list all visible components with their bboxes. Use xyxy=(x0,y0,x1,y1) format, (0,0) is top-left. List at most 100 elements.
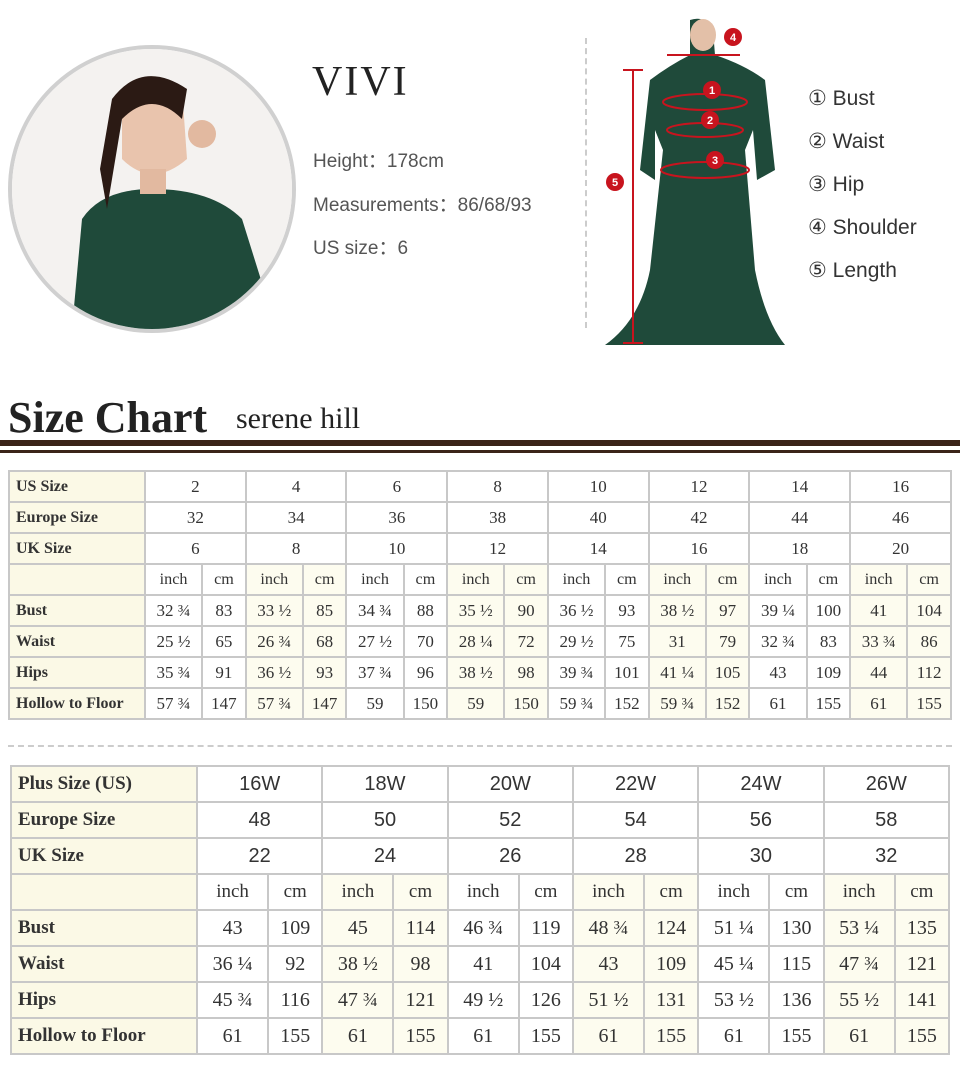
unit-cm: cm xyxy=(402,563,449,596)
measure-cell: 61 xyxy=(748,687,808,720)
row-label: Hollow to Floor xyxy=(8,687,146,720)
unit-cm: cm xyxy=(906,563,952,596)
measure-cell: 46 ¾ xyxy=(446,909,520,947)
measure-cell: 59 xyxy=(345,687,405,720)
size-cell: 38 xyxy=(446,501,549,534)
size-cell: 10 xyxy=(546,470,650,503)
unit-cm: cm xyxy=(301,563,348,596)
measure-cell: 86 xyxy=(906,625,952,658)
legend-shoulder: ④ Shoulder xyxy=(808,216,917,239)
measure-cell: 59 xyxy=(446,687,506,720)
size-cell: 6 xyxy=(345,470,449,503)
size-cell: 4 xyxy=(244,470,348,503)
measure-cell: 47 ¾ xyxy=(822,945,896,983)
size-cell: 52 xyxy=(446,801,574,839)
unit-cm: cm xyxy=(643,873,700,911)
measure-cell: 150 xyxy=(402,687,449,720)
measure-cell: 49 ½ xyxy=(446,981,520,1019)
measure-cell: 91 xyxy=(201,656,247,689)
size-cell: 56 xyxy=(697,801,825,839)
measure-cell: 29 ½ xyxy=(546,625,607,658)
measure-cell: 43 xyxy=(571,945,646,983)
measure-cell: 155 xyxy=(517,1017,574,1055)
unit-inch: inch xyxy=(446,873,520,911)
measure-cell: 37 ¾ xyxy=(345,656,405,689)
measure-cell: 61 xyxy=(822,1017,896,1055)
unit-row: inch cm inch cm inch cm inch cm inch cm inch cm inch… xyxy=(8,563,952,596)
measure-cell: 93 xyxy=(604,594,650,627)
row-label: Hips xyxy=(8,656,146,689)
measure-cell: 97 xyxy=(704,594,751,627)
measure-cell: 32 ¾ xyxy=(748,625,808,658)
marker-3 xyxy=(706,151,724,169)
unit-inch: inch xyxy=(822,873,896,911)
measure-cell: 44 xyxy=(849,656,909,689)
unit-cm: cm xyxy=(805,563,852,596)
measure-cell: 61 xyxy=(697,1017,771,1055)
unit-inch: inch xyxy=(748,563,808,596)
unit-cm: cm xyxy=(704,563,751,596)
unit-inch: inch xyxy=(647,563,707,596)
unit-inch: inch xyxy=(571,873,646,911)
measure-cell: 51 ¼ xyxy=(697,909,771,947)
measure-cell: 68 xyxy=(301,625,348,658)
unit-cm: cm xyxy=(503,563,549,596)
measure-cell: 41 xyxy=(446,945,520,983)
marker-label: 4 xyxy=(730,32,737,44)
row-label: Plus Size (US) xyxy=(10,765,198,803)
unit-inch: inch xyxy=(195,873,270,911)
unit-inch: inch xyxy=(345,563,405,596)
size-cell: 12 xyxy=(647,470,751,503)
measure-row: Bust 32 ¾ 83 33 ½ 85 34 ¾ 88 35 ½ 90 36 ½ 93 38 ½ 97… xyxy=(8,594,952,627)
measure-cell: 61 xyxy=(571,1017,646,1055)
measure-cell: 45 ¼ xyxy=(697,945,771,983)
measure-cell: 79 xyxy=(704,625,751,658)
size-cell: 34 xyxy=(244,501,348,534)
marker-5 xyxy=(606,173,624,191)
row-label: Bust xyxy=(10,909,198,947)
legend-hip: ③ Hip xyxy=(808,173,865,196)
unit-cm: cm xyxy=(392,873,449,911)
measure-cell: 61 xyxy=(195,1017,270,1055)
header-rule xyxy=(0,440,960,446)
measure-cell: 104 xyxy=(517,945,574,983)
size-row: Europe Size 32 34 36 38 40 42 44 46 xyxy=(8,501,952,534)
measure-cell: 61 xyxy=(321,1017,395,1055)
measure-cell: 55 ½ xyxy=(822,981,896,1019)
size-cell: 6 xyxy=(144,532,247,565)
section-divider xyxy=(8,745,952,747)
size-cell: 12 xyxy=(446,532,549,565)
measure-cell: 92 xyxy=(267,945,324,983)
measure-cell: 98 xyxy=(392,945,449,983)
measure-cell: 38 ½ xyxy=(446,656,506,689)
measure-cell: 119 xyxy=(517,909,574,947)
measure-cell: 38 ½ xyxy=(647,594,707,627)
size-cell: 28 xyxy=(571,837,700,875)
measure-cell: 93 xyxy=(301,656,348,689)
measure-cell: 34 ¾ xyxy=(345,594,405,627)
model-measurements: Measurements：86/68/93 xyxy=(313,195,532,216)
legend-length: ⑤ Length xyxy=(808,259,897,282)
size-cell: 8 xyxy=(244,532,348,565)
measure-cell: 43 xyxy=(748,656,808,689)
marker-1 xyxy=(703,81,721,99)
measure-cell: 147 xyxy=(201,687,247,720)
measure-cell: 27 ½ xyxy=(345,625,405,658)
measure-cell: 130 xyxy=(768,909,825,947)
measure-cell: 28 ¼ xyxy=(446,625,506,658)
measure-cell: 98 xyxy=(503,656,549,689)
size-cell: 16W xyxy=(195,765,324,803)
measure-cell: 155 xyxy=(805,687,852,720)
marker-4 xyxy=(724,28,742,46)
size-cell: 40 xyxy=(546,501,650,534)
size-cell: 24W xyxy=(697,765,825,803)
size-row: Europe Size 48 50 52 54 56 58 xyxy=(10,801,951,839)
measure-cell: 47 ¾ xyxy=(321,981,395,1019)
unit-row: inch cm inch cm inch cm inch cm inch cm inch cm xyxy=(10,873,951,911)
size-cell: 42 xyxy=(647,501,751,534)
size-cell: 32 xyxy=(822,837,951,875)
size-cell: 58 xyxy=(822,801,951,839)
size-cell: 54 xyxy=(571,801,700,839)
measure-cell: 155 xyxy=(893,1017,951,1055)
